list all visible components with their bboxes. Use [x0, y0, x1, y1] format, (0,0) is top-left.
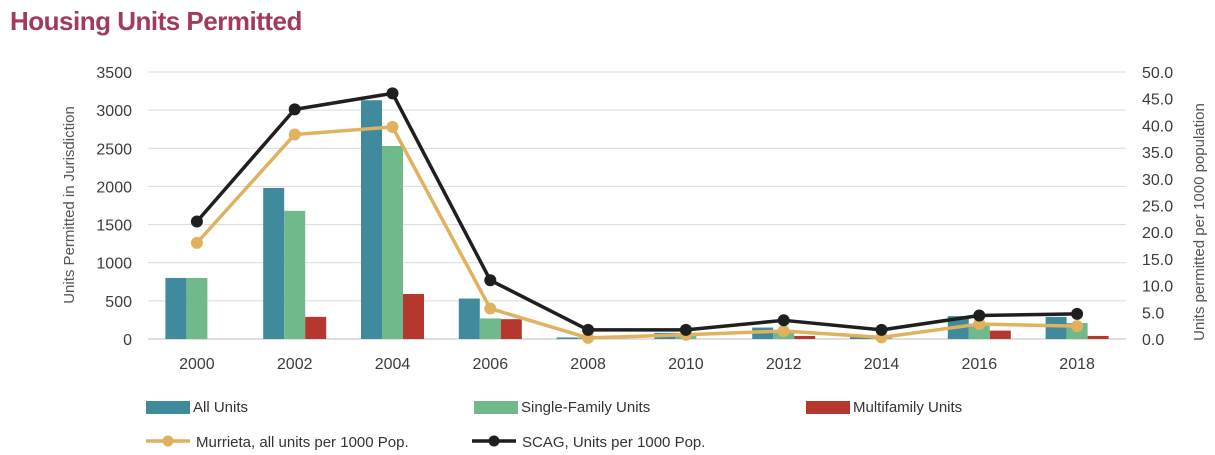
x-tick-label: 2008 [570, 356, 606, 373]
bar-multifamily [305, 316, 327, 339]
right-tick-label: 5.0 [1142, 305, 1164, 322]
murrieta-point [386, 121, 399, 134]
right-tick-label: 20.0 [1142, 225, 1173, 242]
legend-label: SCAG, Units per 1000 Pop. [522, 434, 705, 451]
bar-single-family [479, 318, 501, 339]
x-tick-label: 2004 [375, 356, 411, 373]
scag-point [973, 309, 986, 322]
right-tick-label: 45.0 [1142, 92, 1173, 109]
legend-label: Multifamily Units [853, 399, 962, 416]
legend-marker [162, 435, 174, 447]
left-tick-label: 2500 [96, 141, 132, 158]
x-tick-label: 2000 [179, 356, 215, 373]
murrieta-point [484, 302, 497, 315]
scag-point [288, 103, 301, 116]
bar-all-units [165, 277, 187, 339]
left-tick-label: 3000 [96, 103, 132, 120]
x-tick-label: 2006 [473, 356, 509, 373]
bar-all-units [1045, 316, 1067, 339]
bar-single-family [968, 324, 990, 339]
x-tick-label: 2016 [962, 356, 998, 373]
right-tick-label: 0.0 [1142, 332, 1164, 349]
legend: All Units Single-Family Units Multifamily … [146, 399, 962, 451]
left-tick-label: 3500 [96, 65, 132, 82]
legend-swatch [146, 401, 190, 414]
right-tick-label: 40.0 [1142, 118, 1173, 135]
legend-marker [488, 435, 500, 447]
bar-multifamily [989, 330, 1011, 339]
scag-point [386, 87, 399, 100]
legend-label: All Units [193, 399, 248, 416]
bar-multifamily [500, 319, 522, 339]
bar-all-units [556, 337, 578, 339]
right-tick-label: 30.0 [1142, 172, 1173, 189]
bar-single-family [284, 210, 306, 339]
bar-all-units [850, 336, 871, 339]
scag-point [484, 274, 497, 287]
murrieta-point [190, 236, 203, 249]
bar-single-family [186, 277, 208, 339]
scag-point [190, 215, 203, 228]
x-axis-ticks: 2000 2002 2004 2006 2008 2010 2012 2014 2016 2018 [179, 356, 1095, 373]
right-tick-label: 35.0 [1142, 145, 1173, 162]
scag-point [875, 323, 888, 336]
scag-point [1071, 307, 1084, 320]
bar-multifamily [794, 335, 816, 339]
scag-line [195, 91, 1078, 332]
left-axis-ticks: 0 500 1000 1500 2000 2500 3000 3500 [96, 65, 132, 349]
right-axis-ticks: 0.0 5.0 10.0 15.0 20.0 25.0 30.0 35.0 40.0 45.0 50… [1142, 65, 1173, 349]
bar-single-family [382, 145, 403, 339]
x-tick-label: 2012 [766, 356, 802, 373]
legend-label: Single-Family Units [521, 399, 650, 416]
scag-point [582, 323, 595, 336]
bar-multifamily [1087, 335, 1109, 339]
x-tick-label: 2010 [668, 356, 704, 373]
legend-swatch [806, 401, 850, 414]
left-tick-label: 0 [123, 332, 132, 349]
scag-point [679, 323, 692, 336]
x-tick-label: 2014 [864, 356, 900, 373]
right-tick-label: 50.0 [1142, 65, 1173, 82]
scag-point [777, 314, 790, 327]
murrieta-line [195, 125, 1078, 340]
x-tick-label: 2018 [1059, 356, 1095, 373]
bar-all-units [458, 298, 480, 339]
murrieta-point [777, 324, 790, 337]
murrieta-point [288, 128, 301, 141]
left-axis-label: Units Permitted in Jurisdiction [61, 106, 78, 304]
bar-all-units [361, 100, 382, 340]
bar-all-units [263, 187, 285, 339]
left-tick-label: 2000 [96, 179, 132, 196]
legend-label: Murrieta, all units per 1000 Pop. [196, 434, 409, 451]
legend-swatch [474, 401, 518, 414]
line-series-group [190, 87, 1084, 344]
left-tick-label: 500 [105, 294, 132, 311]
right-axis-label: Units permitted per 1000 population [1191, 103, 1208, 341]
left-tick-label: 1500 [96, 218, 132, 235]
murrieta-point [1071, 320, 1084, 333]
left-tick-label: 1000 [96, 256, 132, 273]
chart-title: Housing Units Permitted [10, 6, 302, 36]
murrieta-point [973, 318, 986, 331]
x-tick-label: 2002 [277, 356, 313, 373]
right-tick-label: 15.0 [1142, 252, 1173, 269]
right-tick-label: 25.0 [1142, 199, 1173, 216]
bar-series-group [165, 100, 1109, 340]
bar-multifamily [403, 293, 424, 339]
right-tick-label: 10.0 [1142, 279, 1173, 296]
